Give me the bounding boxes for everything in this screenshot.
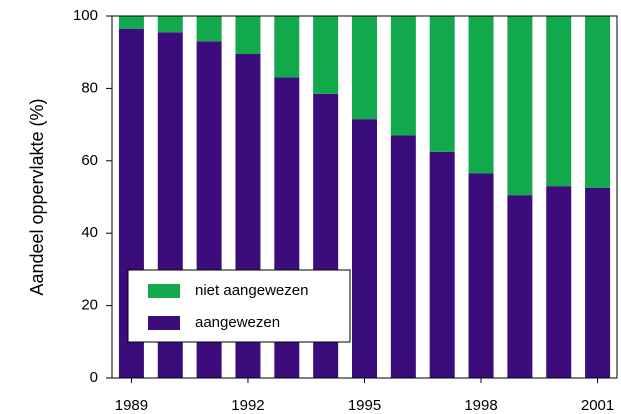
y-axis-label: Aandeel oppervlakte (%) bbox=[27, 98, 47, 295]
x-tick-label: 1995 bbox=[348, 397, 381, 414]
bar-segment bbox=[196, 16, 222, 42]
bar-segment bbox=[585, 187, 611, 378]
bar-segment bbox=[468, 173, 494, 378]
x-tick-label: 1992 bbox=[231, 397, 264, 414]
bar-segment bbox=[546, 186, 572, 378]
bar-segment bbox=[313, 16, 339, 94]
bar-segment bbox=[429, 16, 455, 152]
bar-segment bbox=[390, 135, 416, 378]
bar-segment bbox=[429, 151, 455, 378]
bar-segment bbox=[118, 16, 144, 29]
plot-frame bbox=[111, 15, 618, 379]
y-tick-label: 80 bbox=[81, 79, 98, 96]
bar-segment bbox=[352, 119, 377, 379]
legend-swatch bbox=[148, 316, 180, 330]
bar-segment bbox=[390, 16, 416, 136]
bar-segment bbox=[235, 16, 261, 55]
y-tick-label: 20 bbox=[81, 297, 98, 314]
bar-segment bbox=[507, 16, 533, 196]
y-tick-label: 40 bbox=[81, 224, 98, 241]
bar-segment bbox=[546, 16, 572, 187]
legend-box bbox=[127, 269, 351, 343]
legend-label: aangewezen bbox=[195, 314, 280, 331]
y-tick-label: 100 bbox=[73, 7, 98, 24]
legend-label: niet aangewezen bbox=[195, 282, 308, 299]
bar-segment bbox=[585, 16, 611, 188]
x-tick-label: 1989 bbox=[115, 397, 148, 414]
x-tick-label: 1998 bbox=[464, 397, 497, 414]
bar-segment bbox=[352, 16, 377, 120]
bar-segment bbox=[274, 16, 300, 78]
y-tick-label: 60 bbox=[81, 152, 98, 169]
bar-segment bbox=[468, 16, 494, 174]
bar-segment bbox=[507, 195, 533, 378]
bar-segment bbox=[157, 16, 183, 33]
y-tick-label: 0 bbox=[90, 369, 98, 386]
x-tick-label: 2001 bbox=[581, 397, 614, 414]
legend-swatch bbox=[148, 284, 180, 298]
